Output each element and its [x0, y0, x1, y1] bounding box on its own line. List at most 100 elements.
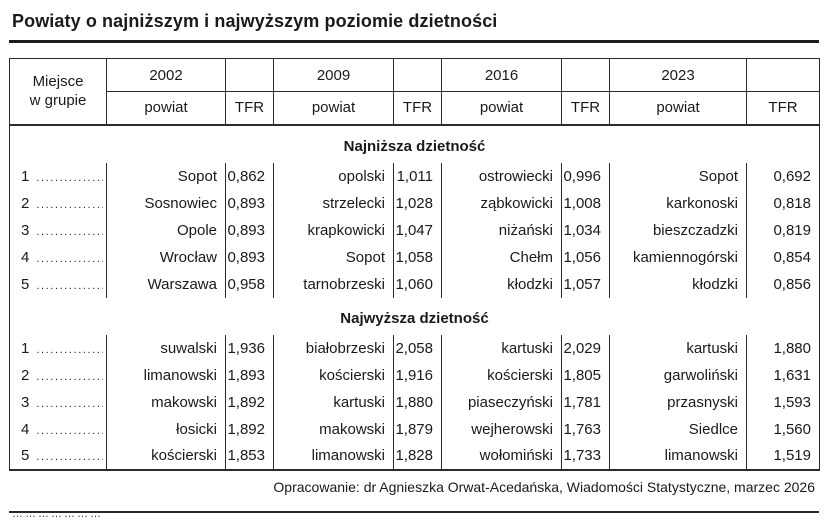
tfr-cell: 1,008: [561, 189, 610, 217]
tfr-cell: 1,893: [225, 361, 274, 389]
rank-number: 3: [21, 221, 30, 239]
section-heading: Najniższa dzietność: [9, 124, 820, 163]
powiat-cell: wejherowski: [441, 415, 562, 443]
section-heading: Najwyższa dzietność: [9, 297, 820, 335]
powiat-cell: przasnyski: [609, 388, 747, 416]
tfr-cell: 0,692: [746, 162, 820, 190]
powiat-cell: Siedlce: [609, 415, 747, 443]
bottom-rule: [9, 510, 819, 513]
rank-cell: 2: [9, 189, 107, 217]
powiat-cell: suwalski: [106, 334, 226, 362]
tfr-cell: 0,958: [225, 270, 274, 298]
clipped-footnote: …………………: [12, 508, 102, 519]
tfr-cell: 0,819: [746, 216, 820, 244]
rank-number: 1: [21, 167, 30, 185]
year-spacer-cell: [393, 58, 442, 92]
tfr-cell: 1,011: [393, 162, 442, 190]
section-highest-fertility: Najwyższa dzietność 1 suwalski 1,936 bia…: [9, 297, 820, 470]
powiat-cell: kartuski: [441, 334, 562, 362]
powiat-cell: limanowski: [106, 361, 226, 389]
rank-number: 2: [21, 194, 30, 212]
tfr-cell: 0,818: [746, 189, 820, 217]
powiat-header: powiat: [441, 91, 562, 126]
section-lowest-fertility: Najniższa dzietność 1 Sopot 0,862 opolsk…: [9, 124, 820, 298]
tfr-cell: 2,029: [561, 334, 610, 362]
year-header-2002: 2002: [106, 58, 226, 92]
tfr-cell: 1,057: [561, 270, 610, 298]
powiat-header: powiat: [609, 91, 747, 126]
powiat-cell: Chełm: [441, 243, 562, 271]
tfr-cell: 2,058: [393, 334, 442, 362]
table-row: 2 limanowski 1,893 kościerski 1,916 kośc…: [9, 361, 820, 389]
tfr-cell: 1,519: [746, 442, 820, 470]
year-header-row: Miejsce w grupie 2002 2009 2016 2023: [9, 58, 820, 126]
tfr-cell: 1,763: [561, 415, 610, 443]
tfr-cell: 1,028: [393, 189, 442, 217]
table-row: 1 suwalski 1,936 białobrzeski 2,058 kart…: [9, 334, 820, 362]
tfr-cell: 1,593: [746, 388, 820, 416]
tfr-cell: 1,805: [561, 361, 610, 389]
rank-cell: 2: [9, 361, 107, 389]
tfr-cell: 1,879: [393, 415, 442, 443]
tfr-cell: 1,034: [561, 216, 610, 244]
rank-number: 3: [21, 393, 30, 411]
tfr-cell: 0,893: [225, 216, 274, 244]
page-title: Powiaty o najniższym i najwyższym poziom…: [12, 11, 498, 31]
dotted-leader: [36, 344, 103, 356]
rank-cell: 3: [9, 388, 107, 416]
tfr-cell: 1,047: [393, 216, 442, 244]
powiat-header: powiat: [273, 91, 394, 126]
powiat-cell: kartuski: [609, 334, 747, 362]
fertility-table: Miejsce w grupie 2002 2009 2016 2023 pow…: [9, 58, 820, 471]
rank-cell: 1: [9, 162, 107, 190]
powiat-cell: kłodzki: [609, 270, 747, 298]
powiat-cell: kartuski: [273, 388, 394, 416]
dotted-leader: [36, 226, 103, 238]
table-row: 1 Sopot 0,862 opolski 1,011 ostrowiecki …: [9, 162, 820, 190]
powiat-cell: bieszczadzki: [609, 216, 747, 244]
tfr-cell: 1,892: [225, 415, 274, 443]
table-row: 4 Wrocław 0,893 Sopot 1,058 Chełm 1,056 …: [9, 243, 820, 271]
tfr-cell: 1,560: [746, 415, 820, 443]
section-heading-row: Najwyższa dzietność: [9, 297, 820, 335]
powiat-cell: Sosnowiec: [106, 189, 226, 217]
tfr-cell: 0,856: [746, 270, 820, 298]
powiat-cell: opolski: [273, 162, 394, 190]
tfr-cell: 0,893: [225, 189, 274, 217]
year-header-2016: 2016: [441, 58, 562, 92]
tfr-cell: 1,853: [225, 442, 274, 470]
tfr-cell: 1,056: [561, 243, 610, 271]
powiat-cell: makowski: [106, 388, 226, 416]
table-row: 3 makowski 1,892 kartuski 1,880 piaseczy…: [9, 388, 820, 416]
powiat-cell: Sopot: [609, 162, 747, 190]
powiat-cell: kościerski: [441, 361, 562, 389]
tfr-cell: 0,854: [746, 243, 820, 271]
title-rule: [9, 40, 819, 43]
tfr-header: TFR: [746, 91, 820, 126]
powiat-cell: limanowski: [609, 442, 747, 470]
dotted-leader: [36, 371, 103, 383]
tfr-header: TFR: [225, 91, 274, 126]
rank-number: 4: [21, 248, 30, 266]
powiat-cell: niżański: [441, 216, 562, 244]
dotted-leader: [36, 451, 103, 463]
rank-number: 4: [21, 420, 30, 438]
rank-cell: 4: [9, 415, 107, 443]
dotted-leader: [36, 280, 103, 292]
year-spacer-cell: [561, 58, 610, 92]
tfr-cell: 1,880: [746, 334, 820, 362]
section-heading-row: Najniższa dzietność: [9, 124, 820, 163]
powiat-cell: karkonoski: [609, 189, 747, 217]
rank-cell: 1: [9, 334, 107, 362]
footer-credit: Opracowanie: dr Agnieszka Orwat-Acedańsk…: [273, 478, 815, 495]
powiat-cell: ząbkowicki: [441, 189, 562, 217]
rank-cell: 4: [9, 243, 107, 271]
powiat-cell: Sopot: [273, 243, 394, 271]
tfr-cell: 0,862: [225, 162, 274, 190]
powiat-cell: kościerski: [106, 442, 226, 470]
tfr-cell: 1,060: [393, 270, 442, 298]
powiat-cell: białobrzeski: [273, 334, 394, 362]
rank-number: 1: [21, 339, 30, 357]
dotted-leader: [36, 253, 103, 265]
dotted-leader: [36, 172, 103, 184]
